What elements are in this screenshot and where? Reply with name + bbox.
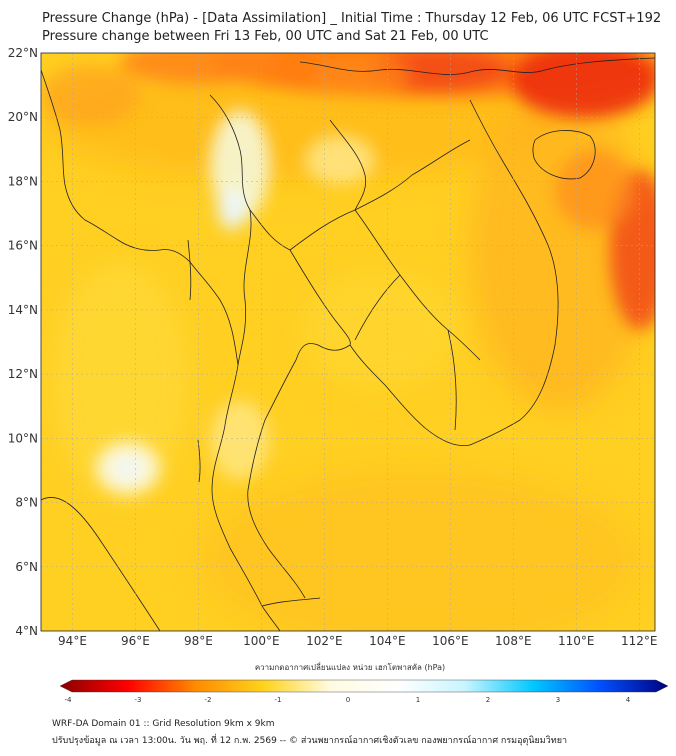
lon-tick-label: 98°E [184,634,213,648]
colorbar-tick-label: 1 [416,696,420,704]
colorbar: ความกดอากาศเปลี่ยนแปลง หน่วย เฮกโตพาสคัล… [59,661,669,704]
lon-tick-label: 94°E [58,634,87,648]
lon-tick-label: 108°E [495,634,532,648]
lon-tick-label: 106°E [432,634,469,648]
colorbar-bar [59,679,669,693]
colorbar-tick-label: -2 [205,696,212,704]
colorbar-tick-label: 4 [626,696,631,704]
colorbar-tick-label: -3 [135,696,142,704]
footer-credit: ปรับปรุงข้อมูล ณ เวลา 13:00น. วัน พฤ. ที… [52,736,568,746]
colorbar-tick-label: 0 [346,696,350,704]
lat-tick-label: 12°N [8,367,38,381]
lat-tick-label: 4°N [15,624,38,638]
pressure-field [41,53,655,631]
map-subtitle: Pressure change between Fri 13 Feb, 00 U… [42,29,489,44]
lon-tick-label: 96°E [121,634,150,648]
longitude-axis: 94°E 96°E 98°E 100°E 102°E 104°E 106°E 108°E 110… [58,634,657,648]
colorbar-tick-label: 2 [486,696,490,704]
lat-tick-label: 6°N [15,560,38,574]
map-title: Pressure Change (hPa) - [Data Assimilati… [42,11,662,26]
latitude-axis: 22°N 20°N 18°N 16°N 14°N 12°N 10°N 8°N 6°N 4°N [8,46,38,638]
lat-tick-label: 14°N [8,303,38,317]
lat-tick-label: 20°N [8,110,38,124]
footer-model-info: WRF-DA Domain 01 :: Grid Resolution 9km … [52,719,275,729]
lat-tick-label: 8°N [15,496,38,510]
colorbar-tick-label: 3 [556,696,560,704]
colorbar-tick-label: -1 [275,696,282,704]
colorbar-title: ความกดอากาศเปลี่ยนแปลง หน่วย เฮกโตพาสคัล… [255,661,445,672]
lat-tick-label: 18°N [8,174,38,188]
lon-tick-label: 102°E [306,634,343,648]
lon-tick-label: 110°E [558,634,595,648]
lon-tick-label: 104°E [369,634,406,648]
graticule [41,53,655,631]
coastlines-borders [41,57,655,631]
lat-tick-label: 10°N [8,431,38,445]
lon-tick-label: 112°E [621,634,658,648]
colorbar-tick-label: -4 [65,696,73,704]
lat-tick-label: 16°N [8,239,38,253]
colorbar-ticks: -4 -3 -2 -1 0 1 2 3 4 [65,696,631,704]
lat-tick-label: 22°N [8,46,38,60]
map-frame [40,52,656,632]
lon-tick-label: 100°E [243,634,280,648]
